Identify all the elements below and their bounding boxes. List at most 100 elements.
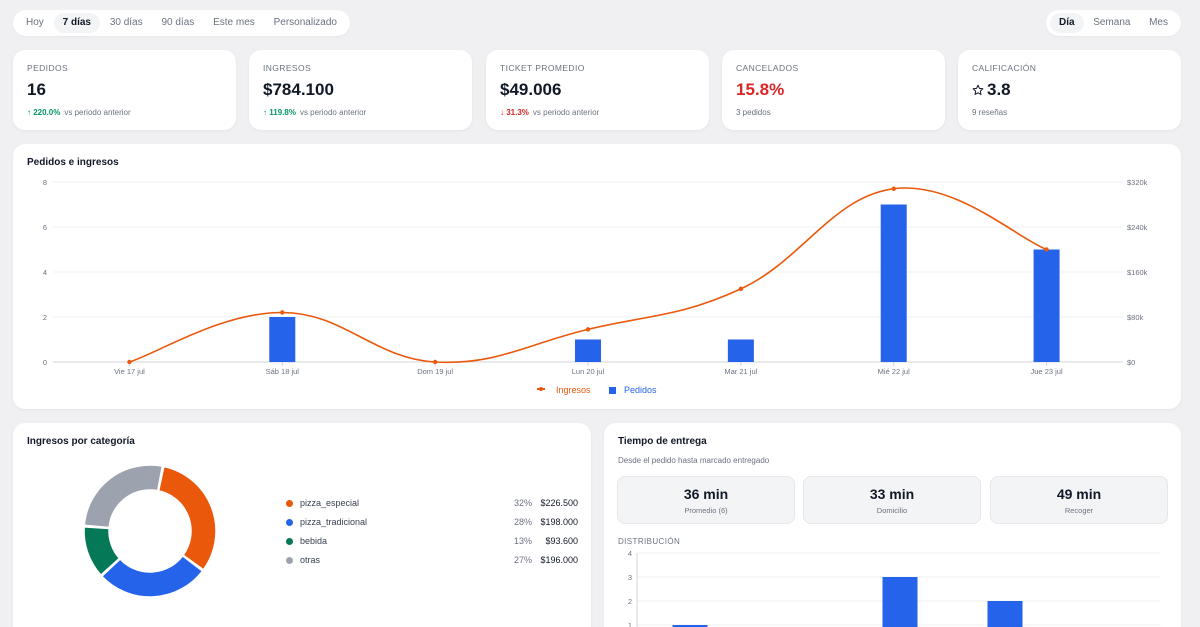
legend-dot-icon [286,538,293,545]
range-tab-este-mes[interactable]: Este mes [213,17,255,28]
kpi-delta-note: vs periodo anterior [64,108,131,117]
chart-title: Pedidos e ingresos [27,157,119,168]
star-icon [972,84,984,95]
pedidos-bar[interactable] [880,204,907,363]
distribution-label: DISTRIBUCIÓN [618,537,681,546]
arrow-up-icon: ↑ [263,108,267,117]
category-percent: 32% [513,498,532,508]
orders-revenue-chart: 0 2 4 6 8 $0 $80k $160k $240k $320k Vie 17 jul Sáb … [43,178,1148,376]
kpi-card-ticket-promedio: TICKET PROMEDIO $49.006 ↓ 31.3% vs period… [486,50,709,130]
kpi-label: CANCELADOS [736,63,799,73]
stat-value: 33 min [869,486,915,502]
stat-value: 36 min [683,486,729,502]
kpi-note: 9 reseñas [972,108,1008,117]
donut-slice-bebida[interactable] [83,526,121,577]
category-name: pizza_tradicional [300,517,368,527]
category-percent: 13% [513,536,532,546]
category-name: otras [300,555,321,565]
range-tab-30-dias[interactable]: 30 días [109,17,143,28]
kpi-value: 3.8 [972,80,1011,100]
category-percent: 28% [513,517,532,527]
x-tick-label: Dom 19 jul [417,367,453,376]
kpi-card-cancelados: CANCELADOS 15.8% 3 pedidos [722,50,945,130]
category-row: pizza_tradicional 28% $198.000 [286,516,578,530]
line-marker-icon [537,386,546,391]
kpi-delta-value: 31.3% [506,108,529,117]
arrow-down-icon: ↓ [500,108,504,117]
x-tick-label: Vie 17 jul [114,367,145,376]
pedidos-bar[interactable] [575,339,601,363]
y-right-tick-label: $320k [1127,178,1148,187]
range-tab-hoy[interactable]: Hoy [26,17,44,28]
ingresos-point[interactable] [280,310,285,315]
kpi-card-pedidos: PEDIDOS 16 ↑ 220.0% vs periodo anterior [13,50,236,130]
range-tab-90-dias[interactable]: 90 días [161,17,195,28]
kpi-value: $784.100 [263,80,334,99]
y-right-tick-label: $240k [1127,223,1148,232]
donut-slice-otras[interactable] [83,464,164,529]
ingresos-point[interactable] [891,186,896,191]
category-donut-chart [83,464,217,598]
legend-dot-icon [286,500,293,507]
legend-label: Ingresos [555,385,591,395]
kpi-label: INGRESOS [263,63,312,73]
stat-promedio: 36 min Promedio (6) [617,476,795,524]
category-amount: $226.500 [540,498,578,508]
rating-value: 3.8 [987,80,1011,99]
y-left-tick-label: 6 [43,223,47,232]
kpi-label: TICKET PROMEDIO [500,63,585,73]
granularity-tab-mes[interactable]: Mes [1149,17,1168,28]
pedidos-bar[interactable] [269,317,296,362]
legend-item-ingresos[interactable]: Ingresos [533,385,594,395]
distribution-bar[interactable] [672,625,708,627]
y-left-tick-label: 4 [43,268,47,277]
y-tick-label: 3 [628,573,632,582]
donut-slice-pizza-tradicional[interactable] [100,554,204,598]
category-row: pizza_especial 32% $226.500 [286,497,578,511]
category-name: bebida [300,536,328,546]
y-tick-label: 2 [628,597,632,606]
x-tick-label: Sáb 18 jul [266,367,300,376]
category-row: bebida 13% $93.600 [286,535,578,549]
y-right-tick-label: $80k [1127,313,1144,322]
legend-item-pedidos[interactable]: Pedidos [605,385,661,395]
category-name: pizza_especial [300,498,360,508]
stat-label: Recoger [1064,506,1094,515]
pedidos-bar[interactable] [1033,249,1060,363]
card-title: Ingresos por categoría [27,436,135,447]
ingresos-point[interactable] [127,359,132,365]
x-tick-label: Jue 23 jul [1031,367,1063,376]
stat-value: 49 min [1056,486,1102,502]
stat-label: Domicilio [876,506,908,515]
distribution-bar[interactable] [987,601,1023,627]
ingresos-point[interactable] [585,327,591,332]
arrow-up-icon: ↑ [27,108,31,117]
category-amount: $196.000 [540,555,578,565]
distribution-bar[interactable] [882,577,918,627]
ingresos-point[interactable] [432,359,438,365]
square-marker-icon [609,386,617,394]
kpi-value: 16 [27,80,46,99]
kpi-card-calificacion: CALIFICACIÓN 3.8 9 reseñas [958,50,1181,130]
ingresos-point[interactable] [738,286,744,292]
range-tab-7-dias[interactable]: 7 días [53,13,100,33]
y-right-tick-label: $160k [1127,268,1148,277]
kpi-delta-note: vs periodo anterior [532,108,600,117]
granularity-tab-semana[interactable]: Semana [1093,17,1131,28]
legend-dot-icon [286,557,293,564]
category-amount: $93.600 [545,536,578,546]
kpi-value: 15.8% [736,80,785,99]
kpi-card-ingresos: INGRESOS $784.100 ↑ 119.8% vs periodo ant… [249,50,472,130]
x-tick-label: Mar 21 jul [724,367,757,376]
pedidos-bar[interactable] [727,339,754,363]
category-row: otras 27% $196.000 [286,554,578,568]
range-tab-personalizado[interactable]: Personalizado [273,17,337,28]
x-tick-label: Lun 20 jul [572,367,605,376]
y-right-tick-label: $0 [1127,358,1135,367]
stat-recoger: 49 min Recoger [990,476,1168,524]
granularity-tab-dia[interactable]: Día [1050,13,1084,33]
donut-slice-pizza-especial[interactable] [157,465,217,571]
ingresos-point[interactable] [1044,247,1049,252]
card-title: Tiempo de entrega [618,436,707,447]
kpi-delta: ↑ 119.8% vs periodo anterior [263,108,366,117]
